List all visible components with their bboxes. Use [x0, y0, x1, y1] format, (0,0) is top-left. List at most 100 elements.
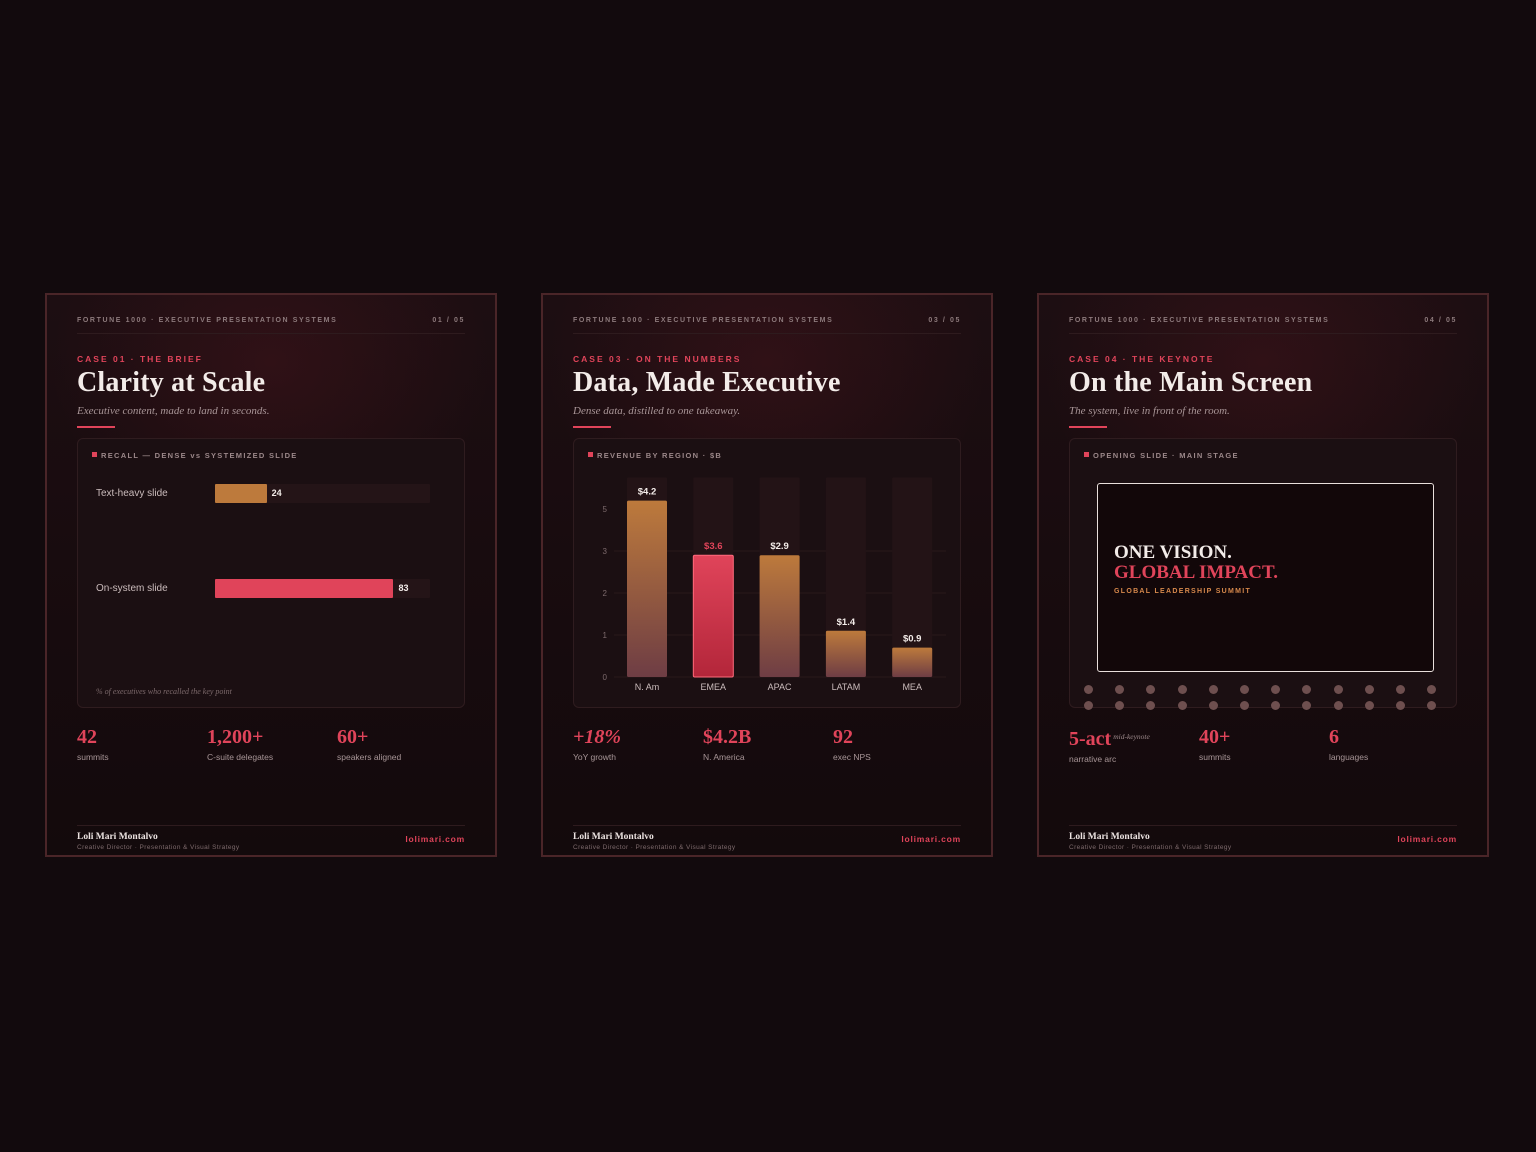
website-link[interactable]: lolimari.com [901, 834, 961, 844]
audience-dot [1177, 701, 1187, 710]
square-bullet-icon [1084, 452, 1089, 457]
y-tick-label: 3 [603, 547, 608, 556]
bar [825, 630, 866, 677]
stat-value: 42 [77, 726, 97, 748]
bar [759, 555, 800, 677]
page-number: 03 / 05 [928, 317, 961, 324]
audience-dot [1396, 685, 1405, 694]
card-footer: Loli Mari Montalvo Creative Director · P… [573, 825, 961, 851]
card-subtitle: The system, live in front of the room. [1069, 405, 1230, 417]
panel-label-text: RECALL — DENSE vs SYSTEMIZED SLIDE [101, 451, 298, 460]
card-header: FORTUNE 1000 · EXECUTIVE PRESENTATION SY… [573, 317, 961, 334]
stat-value: 1,200+ [207, 726, 264, 748]
bar [892, 647, 933, 677]
audience-dot [1084, 685, 1093, 694]
card-title: Clarity at Scale [77, 367, 266, 398]
slide-headline: ONE VISION. [1114, 542, 1232, 563]
card-footer: Loli Mari Montalvo Creative Director · P… [77, 825, 465, 851]
case-kicker: CASE 03 · ON THE NUMBERS [573, 354, 742, 364]
x-category-label: EMEA [701, 682, 727, 692]
website-link[interactable]: lolimari.com [405, 834, 465, 844]
audience-dot [1146, 685, 1156, 694]
y-tick-label: 2 [603, 589, 608, 598]
audience-dot [1208, 685, 1218, 694]
audience-dot [1427, 701, 1437, 710]
accent-divider [573, 426, 611, 428]
bar-value: 24 [271, 488, 282, 498]
stat-narrative: 5-act mid-keynote narrative arc [1069, 725, 1150, 764]
stat-caption: summits [77, 752, 109, 762]
bar-value-label: $2.9 [770, 541, 789, 552]
y-tick-label: 0 [603, 673, 608, 682]
stat-caption: N. America [703, 752, 745, 762]
stat-caption: speakers aligned [337, 752, 402, 762]
chart-title: REVENUE BY REGION · $B [597, 451, 723, 460]
case-card-keynote: FORTUNE 1000 · EXECUTIVE PRESENTATION SY… [1037, 293, 1489, 857]
audience-dot [1427, 685, 1437, 694]
stat-languages: 6 languages [1329, 725, 1368, 762]
panel-footnote: % of executives who recalled the key poi… [96, 687, 232, 696]
card-header: FORTUNE 1000 · EXECUTIVE PRESENTATION SY… [1069, 317, 1457, 334]
y-tick-label: 5 [603, 505, 608, 514]
slide-tagline: GLOBAL LEADERSHIP SUMMIT [1114, 588, 1252, 595]
stat-value: 92 [833, 726, 853, 748]
stat-na-revenue: $4.2B N. America [703, 725, 751, 762]
bar-value-label: $0.9 [903, 634, 922, 645]
revenue-panel: REVENUE BY REGION · $B 0 1 2 3 5 $4.2 N. Am $3.… [573, 438, 961, 708]
case-card-brief: FORTUNE 1000 · EXECUTIVE PRESENTATION SY… [45, 293, 497, 857]
case-kicker: CASE 04 · THE KEYNOTE [1069, 354, 1215, 364]
bar-track [825, 477, 866, 677]
audience-dot [1302, 701, 1312, 710]
bar-label: On-system slide [96, 583, 168, 594]
stat-caption: narrative arc [1069, 754, 1117, 764]
stat-value: 60+ [337, 726, 369, 748]
panel-label-text: OPENING SLIDE · MAIN STAGE [1093, 451, 1239, 460]
case-kicker: CASE 01 · THE BRIEF [77, 354, 203, 364]
bar [627, 500, 667, 677]
author-name: Loli Mari Montalvo [1069, 832, 1150, 842]
author-name: Loli Mari Montalvo [573, 832, 654, 842]
stat-caption: summits [1199, 752, 1231, 762]
bar-value: 83 [398, 583, 409, 593]
stat-aside: mid-keynote [1113, 732, 1150, 741]
audience-dot [1333, 701, 1343, 710]
x-category-label: MEA [902, 682, 922, 692]
stat-caption: YoY growth [573, 752, 617, 762]
stat-value: 6 [1329, 726, 1339, 748]
stat-summits: 40+ summits [1199, 725, 1231, 762]
stat-delegates: 1,200+ C-suite delegates [207, 725, 273, 762]
header-label: FORTUNE 1000 · EXECUTIVE PRESENTATION SY… [1069, 317, 1330, 324]
stats-row: +18% YoY growth $4.2B N. America 92 exec… [573, 725, 973, 765]
author-role: Creative Director · Presentation & Visua… [573, 844, 736, 851]
stat-caption: C-suite delegates [207, 752, 274, 762]
card-title: Data, Made Executive [573, 367, 841, 398]
bar-track [215, 579, 430, 598]
stat-growth: +18% YoY growth [573, 725, 621, 762]
accent-divider [77, 426, 115, 428]
audience-dot [1146, 701, 1156, 710]
x-category-label: N. Am [635, 682, 660, 692]
stat-value: +18% [573, 726, 622, 748]
revenue-bar-chart: 0 1 2 3 5 $4.2 N. Am $3.6 EMEA $2.9 APAC $1.4 LATAM $… [603, 477, 946, 692]
stat-caption: exec NPS [833, 752, 871, 762]
audience-dot [1271, 685, 1281, 694]
audience-dot [1240, 685, 1249, 694]
panel-label: OPENING SLIDE · MAIN STAGE [1084, 451, 1239, 460]
main-stage-screen: ONE VISION. GLOBAL IMPACT. GLOBAL LEADER… [1097, 483, 1434, 672]
case-card-numbers: FORTUNE 1000 · EXECUTIVE PRESENTATION SY… [541, 293, 993, 857]
recall-panel: RECALL — DENSE vs SYSTEMIZED SLIDE Text-… [77, 438, 465, 708]
website-link[interactable]: lolimari.com [1397, 834, 1457, 844]
audience-dot [1115, 685, 1125, 694]
card-subtitle: Dense data, distilled to one takeaway. [573, 405, 741, 417]
audience-dot [1208, 701, 1218, 710]
stat-value: $4.2B [703, 726, 752, 748]
audience-dot [1364, 685, 1374, 694]
bar [692, 554, 734, 678]
bar-value-label: $3.6 [704, 541, 723, 552]
stat-value-text: 5-act [1069, 728, 1112, 750]
stat-value: 5-act mid-keynote [1069, 725, 1150, 751]
author-name: Loli Mari Montalvo [77, 832, 158, 842]
recall-bar-row: Text-heavy slide 24 [96, 484, 456, 504]
bar-value-label: $1.4 [837, 617, 856, 628]
audience-dot [1271, 701, 1281, 710]
